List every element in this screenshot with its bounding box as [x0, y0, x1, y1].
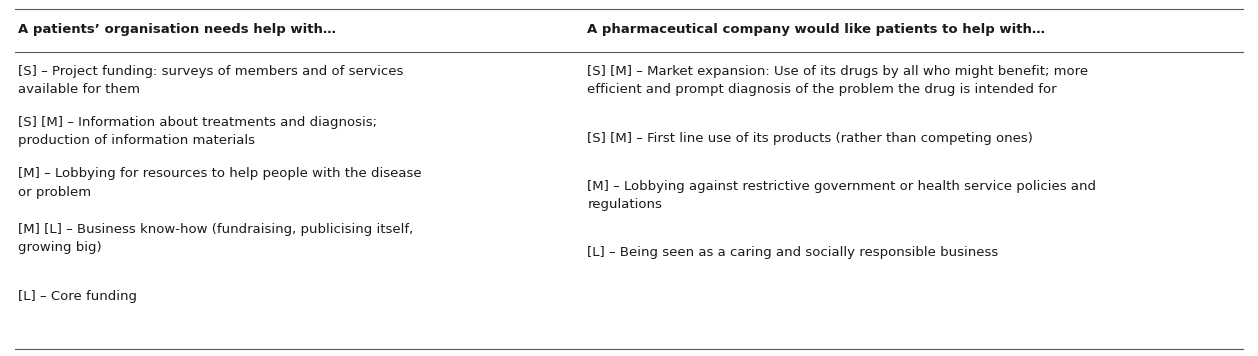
Text: [L] – Being seen as a caring and socially responsible business: [L] – Being seen as a caring and sociall… [587, 246, 999, 259]
Text: A patients’ organisation needs help with…: A patients’ organisation needs help with… [18, 23, 336, 36]
Text: [S] [M] – Information about treatments and diagnosis;
production of information : [S] [M] – Information about treatments a… [18, 116, 376, 147]
Text: [S] – Project funding: surveys of members and of services
available for them: [S] – Project funding: surveys of member… [18, 65, 403, 96]
Text: [L] – Core funding: [L] – Core funding [18, 290, 137, 303]
Text: [M] [L] – Business know-how (fundraising, publicising itself,
growing big): [M] [L] – Business know-how (fundraising… [18, 222, 413, 254]
Text: [M] – Lobbying for resources to help people with the disease
or problem: [M] – Lobbying for resources to help peo… [18, 167, 421, 199]
Text: [S] [M] – First line use of its products (rather than competing ones): [S] [M] – First line use of its products… [587, 132, 1033, 145]
Text: [S] [M] – Market expansion: Use of its drugs by all who might benefit; more
effi: [S] [M] – Market expansion: Use of its d… [587, 65, 1088, 96]
Text: [M] – Lobbying against restrictive government or health service policies and
reg: [M] – Lobbying against restrictive gover… [587, 180, 1097, 211]
Text: A pharmaceutical company would like patients to help with…: A pharmaceutical company would like pati… [587, 23, 1045, 36]
